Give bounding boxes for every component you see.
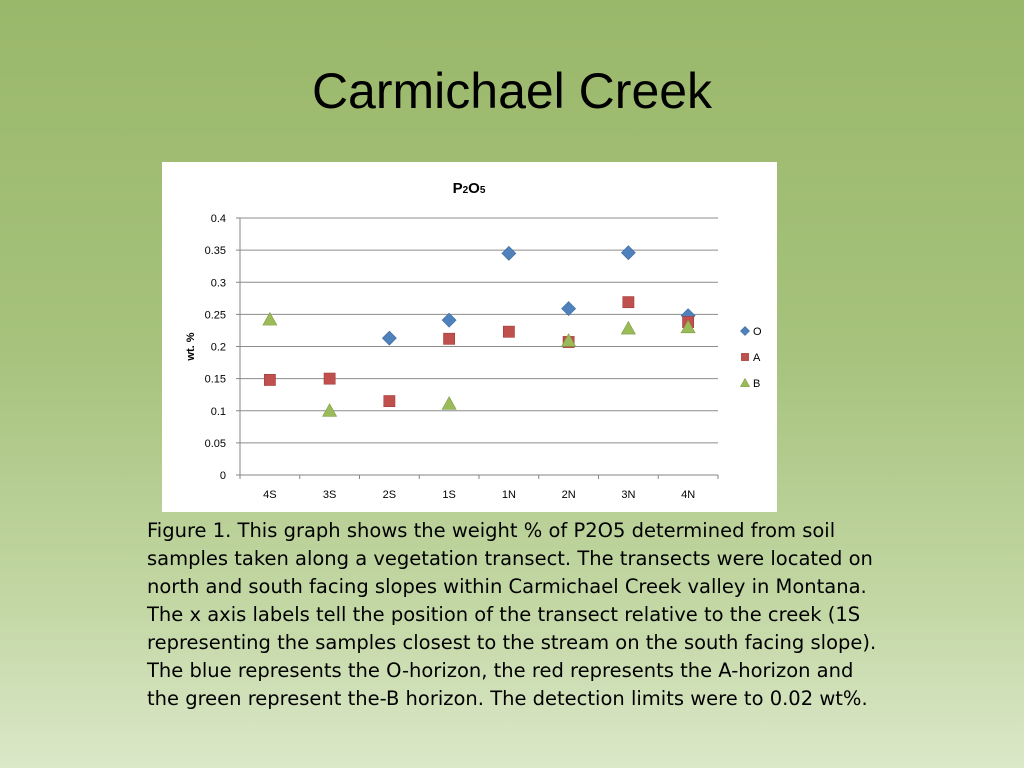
- y-tick-label: 0: [220, 470, 226, 482]
- y-tick-label: 0.05: [205, 438, 226, 450]
- y-tick-label: 0.35: [205, 245, 226, 257]
- legend-marker-o: [740, 326, 750, 336]
- y-axis-label: wt. %: [185, 332, 197, 361]
- data-point-a: [622, 296, 635, 309]
- legend-marker-a: [741, 353, 749, 361]
- data-point-b: [561, 333, 577, 347]
- y-tick-label: 0.2: [211, 342, 226, 354]
- y-tick-label: 0.4: [211, 213, 226, 225]
- x-tick-label: 4S: [263, 489, 276, 501]
- y-tick-label: 0.3: [211, 277, 226, 289]
- legend-marker-b: [739, 377, 751, 387]
- data-point-a: [323, 372, 336, 385]
- data-point-o: [441, 312, 457, 328]
- x-tick-label: 3N: [621, 489, 635, 501]
- caption-line: The blue represents the O-horizon, the r…: [147, 659, 854, 682]
- caption-line: the green represent the-B horizon. The d…: [147, 687, 868, 710]
- data-point-a: [502, 325, 515, 338]
- figure-caption: Figure 1. This graph shows the weight % …: [147, 517, 877, 713]
- caption-line: north and south facing slopes within Car…: [147, 575, 867, 598]
- x-tick-label: 2S: [383, 489, 396, 501]
- data-point-b: [620, 320, 636, 335]
- data-point-b: [441, 396, 457, 410]
- data-point-b: [680, 319, 696, 334]
- data-point-a: [383, 395, 396, 408]
- y-tick-label: 0.25: [205, 309, 226, 321]
- slide-title: Carmichael Creek: [311, 63, 713, 119]
- chart-title-part: 5: [480, 185, 486, 196]
- caption-line: representing the samples closest to the …: [147, 631, 877, 654]
- data-point-b: [322, 403, 338, 417]
- chart-title-part: O: [468, 180, 480, 197]
- x-tick-label: 1N: [502, 489, 516, 501]
- x-tick-label: 1S: [442, 489, 455, 501]
- chart-title: P2O5: [453, 180, 486, 197]
- data-point-a: [443, 332, 456, 345]
- data-point-b: [262, 311, 278, 326]
- x-tick-label: 4N: [681, 489, 695, 501]
- legend-label: A: [753, 352, 761, 364]
- data-point-o: [381, 330, 397, 346]
- data-point-o: [561, 301, 577, 317]
- caption-line: samples taken along a vegetation transec…: [147, 547, 873, 570]
- y-tick-label: 0.15: [205, 374, 226, 386]
- data-point-o: [620, 245, 636, 261]
- caption-line: The x axis labels tell the position of t…: [147, 603, 861, 626]
- x-tick-label: 2N: [562, 489, 576, 501]
- chart-panel: P2O5 0 0.05 0.1 0.15 0.2 0.25 0.3 0.35 0.4 4S 3S 2S 1…: [162, 162, 777, 512]
- data-point-o: [501, 245, 517, 261]
- chart-title-part: 2: [463, 185, 469, 196]
- chart-title-part: P: [453, 180, 463, 197]
- caption-line: Figure 1. This graph shows the weight % …: [147, 519, 836, 542]
- data-point-a: [263, 374, 276, 386]
- legend-label: O: [753, 326, 762, 338]
- y-tick-label: 0.1: [211, 406, 226, 418]
- x-tick-label: 3S: [323, 489, 336, 501]
- legend-label: B: [753, 378, 760, 390]
